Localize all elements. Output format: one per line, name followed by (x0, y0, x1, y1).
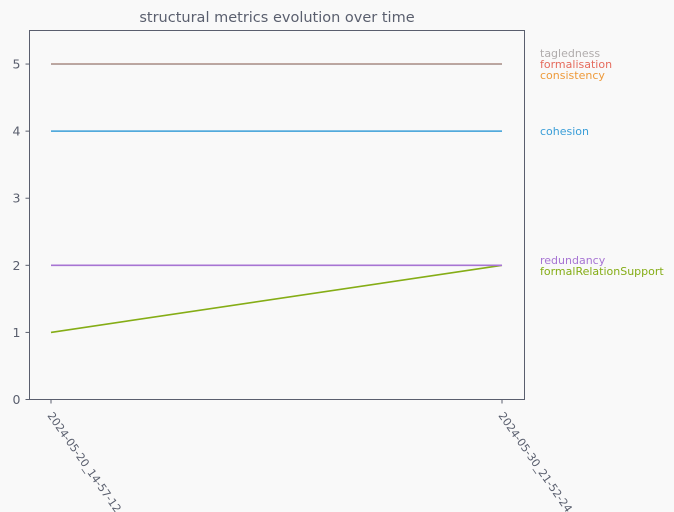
legend-label-consistency: consistency (540, 69, 605, 82)
y-tick-label: 2 (13, 258, 21, 273)
legend-label-cohesion: cohesion (540, 125, 589, 138)
chart-title: structural metrics evolution over time (139, 10, 414, 26)
plot-area (29, 30, 525, 400)
series-lines (50, 63, 503, 334)
y-tick-label: 4 (13, 124, 21, 139)
legend-label-formalisation: formalisation (540, 58, 612, 71)
y-tick-label: 5 (13, 57, 21, 72)
x-axis: 2024-05-20_14-57-12 2024-05-30_21-52-24 (45, 399, 575, 512)
x-tick-label: 2024-05-30_21-52-24 (496, 410, 575, 512)
series-line-formalrelationsupport (50, 264, 503, 334)
y-tick-label: 1 (13, 325, 21, 340)
y-tick-label: 0 (13, 392, 21, 407)
legend-label-redundancy: redundancy (540, 254, 606, 267)
legend-label-formalrelationsupport: formalRelationSupport (540, 265, 664, 278)
y-axis: 0 1 2 3 4 5 (13, 57, 30, 407)
y-tick-label: 3 (13, 191, 21, 206)
x-tick-label: 2024-05-20_14-57-12 (45, 410, 124, 512)
legend-label-tagledness: tagledness (540, 47, 600, 60)
